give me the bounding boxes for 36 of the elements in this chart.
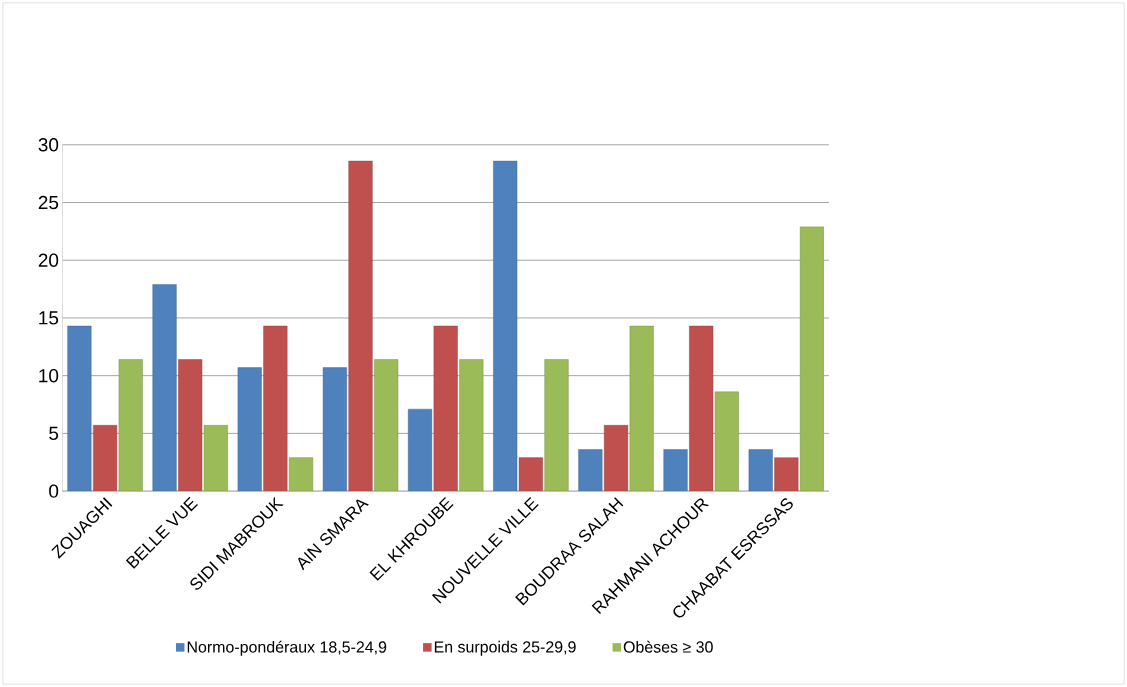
bar [118,359,143,492]
y-tick-label: 15 [39,311,59,325]
bar [604,425,629,492]
bar [288,457,314,492]
bar [178,359,203,492]
bar [237,367,262,492]
bar [493,160,518,492]
bar [433,325,458,492]
bar [93,425,118,492]
y-tick-label: 10 [39,368,59,383]
bar [714,391,739,492]
bar [663,449,688,492]
legend-label: Normo-pondéraux 18,5-24,9 [187,640,387,656]
bar [67,325,92,492]
bar [629,325,654,492]
bar [408,408,433,492]
bar [578,449,603,492]
bar [348,160,373,492]
legend-label: Obèses ≥ 30 [623,640,713,653]
y-tick-label: 30 [38,138,59,152]
y-tick-label: 20 [38,253,59,267]
bar [774,457,799,492]
bar [322,367,347,492]
bar [689,325,714,492]
bar [544,359,569,492]
legend-label: En surpoids 25-29,9 [434,640,576,656]
bar [799,226,825,492]
bar [748,449,773,492]
y-tick-label: 5 [49,426,59,440]
bar [203,425,228,492]
bar [152,284,177,492]
bar [263,325,288,492]
bar [374,359,399,492]
bar [459,359,484,492]
y-tick-label: 25 [38,195,59,210]
y-tick-label: 0 [49,484,59,498]
